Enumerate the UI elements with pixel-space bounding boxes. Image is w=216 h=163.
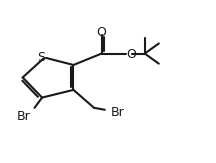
Text: S: S (37, 51, 45, 64)
Text: O: O (126, 48, 136, 61)
Text: Br: Br (16, 110, 30, 123)
Text: Br: Br (110, 106, 124, 119)
Text: O: O (97, 26, 106, 39)
